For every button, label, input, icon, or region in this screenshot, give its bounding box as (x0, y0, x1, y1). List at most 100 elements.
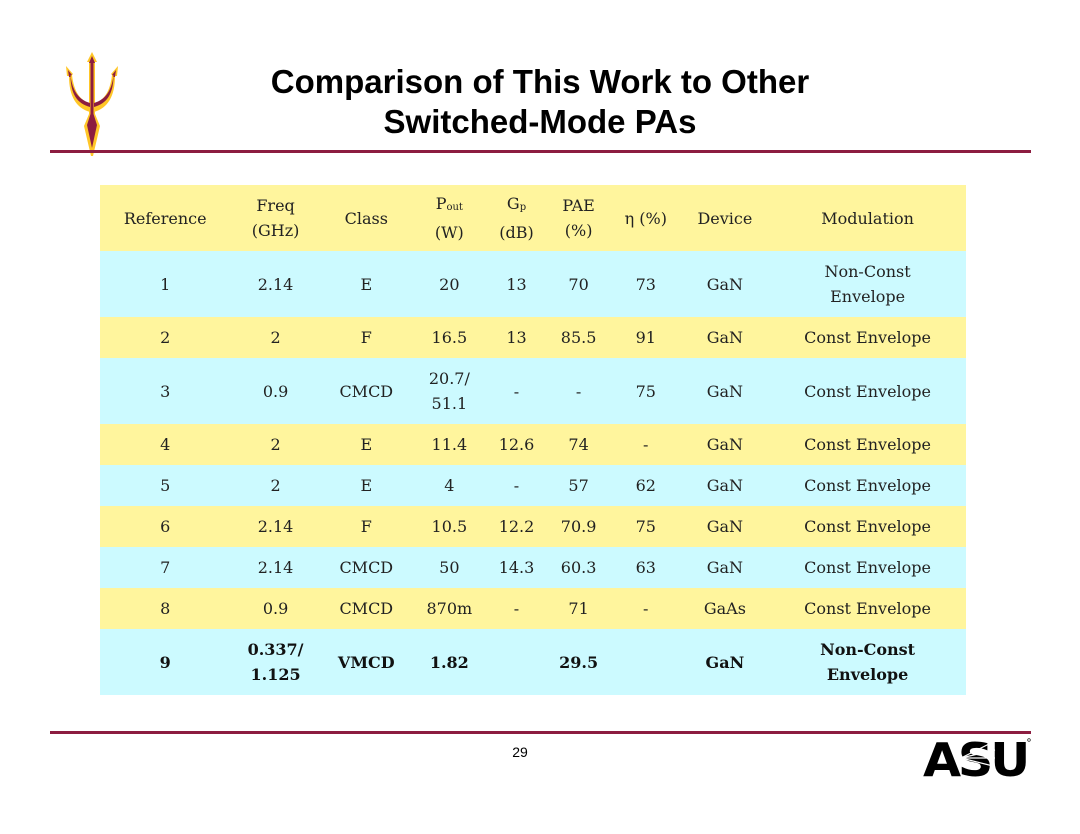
cell-gp: 12.6 (486, 424, 547, 465)
cell-pae-line1: 70.9 (560, 517, 597, 536)
cell-freq-line1: 0.9 (262, 599, 289, 618)
table-row: 3 0.9 CMCD 20.7/51.1 - - 75 GaN Const Envelope (100, 358, 966, 424)
cell-eta: - (610, 588, 681, 629)
header-freq-line2: (GHz) (251, 221, 300, 240)
cell-reference-line1: 6 (160, 517, 171, 536)
cell-eta-line1: 73 (635, 274, 656, 294)
cell-reference-line1: 2 (160, 328, 171, 347)
cell-freq: 2 (230, 424, 321, 465)
cell-reference-line1: 4 (160, 435, 171, 454)
cell-modulation: Const Envelope (769, 547, 966, 588)
cell-gp-line1: 12.6 (498, 435, 535, 454)
cell-class-line1: F (360, 517, 372, 536)
cell-pae-line1: 57 (568, 476, 589, 495)
cell-device-line1: GaAs (703, 599, 746, 618)
cell-class-line1: CMCD (339, 381, 394, 401)
cell-pout: 50 (411, 547, 487, 588)
cell-device-line1: GaN (705, 652, 745, 672)
cell-pout: 20.7/51.1 (411, 358, 487, 424)
cell-reference: 7 (100, 547, 231, 588)
cell-eta-line1: - (643, 435, 649, 454)
cell-eta: 63 (610, 547, 681, 588)
pitchfork-logo (66, 52, 118, 156)
cell-freq: 2.14 (230, 506, 321, 547)
cell-reference: 9 (100, 629, 231, 695)
cell-pout: 4 (411, 465, 487, 506)
cell-gp-line1: 13 (506, 274, 527, 294)
cell-pout: 20 (411, 251, 487, 317)
header-class: Class (320, 185, 412, 251)
table-row: 8 0.9 CMCD 870m - 71 - GaAs Const Envelope (100, 588, 966, 629)
slide-title: Comparison of This Work to Other Switche… (0, 62, 1080, 142)
cell-gp-line1: 14.3 (498, 558, 535, 577)
cell-modulation-line1: Const Envelope (804, 599, 931, 618)
cell-eta (610, 629, 681, 695)
cell-class: E (320, 424, 412, 465)
cell-reference-line1: 3 (160, 381, 171, 401)
cell-device: GaN (680, 358, 770, 424)
cell-device-line1: GaN (706, 328, 744, 347)
top-divider (50, 150, 1031, 153)
cell-pae: 74 (546, 424, 611, 465)
cell-modulation-line2: Envelope (826, 665, 909, 684)
cell-freq: 2.14 (230, 547, 321, 588)
cell-freq-line1: 2.14 (257, 558, 294, 577)
cell-freq: 2.14 (230, 251, 321, 317)
cell-class-line1: F (360, 328, 372, 347)
cell-device: GaN (680, 317, 770, 358)
cell-eta-line1: 75 (635, 517, 656, 536)
cell-eta-line1: 63 (635, 558, 656, 577)
cell-gp (486, 629, 547, 695)
cell-gp: - (486, 465, 547, 506)
cell-class: CMCD (320, 547, 412, 588)
cell-freq-line1: 2 (270, 476, 281, 495)
cell-gp: - (486, 358, 547, 424)
cell-class-line1: CMCD (339, 558, 394, 577)
cell-class-line1: E (360, 435, 373, 454)
cell-freq: 0.337/1.125 (230, 629, 321, 695)
cell-class: F (320, 317, 412, 358)
cell-pae-line1: 71 (568, 599, 589, 618)
cell-modulation: Const Envelope (769, 424, 966, 465)
cell-modulation: Non-Const Envelope (769, 629, 966, 695)
cell-reference: 4 (100, 424, 231, 465)
table-row: 6 2.14 F 10.5 12.2 70.9 75 GaN Const Envelope (100, 506, 966, 547)
cell-pout-line1: 20.7/ (428, 369, 470, 388)
header-gp: Gp (dB) (486, 185, 547, 251)
cell-gp: 12.2 (486, 506, 547, 547)
cell-gp-line1: 13 (506, 328, 527, 347)
cell-pae: 71 (546, 588, 611, 629)
cell-pout-line1: 50 (439, 558, 460, 577)
cell-modulation: Const Envelope (769, 465, 966, 506)
cell-reference-line1: 5 (160, 476, 171, 495)
cell-modulation-line1: Const Envelope (804, 381, 931, 401)
header-pae-line2: (%) (564, 221, 593, 240)
cell-class: F (320, 506, 412, 547)
cell-pae: 70.9 (546, 506, 611, 547)
cell-eta: 73 (610, 251, 681, 317)
table-row: 2 2 F 16.5 13 85.5 91 GaN Const Envelope (100, 317, 966, 358)
header-pout: Pout (W) (411, 185, 487, 251)
cell-class: E (320, 251, 412, 317)
cell-reference: 8 (100, 588, 231, 629)
cell-freq-line1: 2.14 (257, 517, 294, 536)
cell-reference: 5 (100, 465, 231, 506)
header-modulation: Modulation (769, 185, 966, 251)
cell-reference-line1: 9 (159, 652, 171, 672)
header-gp-main: G (506, 194, 520, 213)
table-row: 1 2.14 E 20 13 70 73 GaN Non-Const Envelope (100, 251, 966, 317)
bottom-divider (50, 731, 1031, 734)
cell-freq-line1: 0.9 (262, 381, 289, 401)
cell-modulation-line1: Const Envelope (804, 558, 931, 577)
title-line-1: Comparison of This Work to Other (270, 63, 810, 100)
cell-pae: 85.5 (546, 317, 611, 358)
cell-device-line1: GaN (706, 517, 744, 536)
cell-pout: 1.82 (411, 629, 487, 695)
cell-pout-line1: 16.5 (431, 328, 468, 347)
header-pout-main: P (435, 194, 447, 213)
cell-gp-line1: - (513, 599, 520, 618)
table-row: 9 0.337/1.125 VMCD 1.82 29.5 GaN Non-Const Enve… (100, 629, 966, 695)
cell-pae: - (546, 358, 611, 424)
cell-modulation: Non-Const Envelope (769, 251, 966, 317)
cell-freq: 0.9 (230, 358, 321, 424)
